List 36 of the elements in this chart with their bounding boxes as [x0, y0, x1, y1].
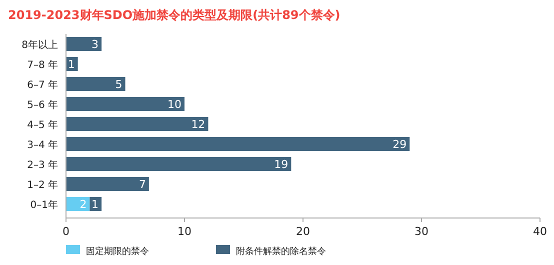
x-tick-label: 0	[62, 225, 70, 238]
data-label: 1	[92, 198, 99, 211]
y-tick-label: 0–1年	[30, 199, 58, 211]
bar	[66, 157, 292, 171]
legend-label: 附条件解禁的除名禁令	[236, 246, 326, 257]
bar	[66, 177, 149, 191]
legend-label: 固定期限的禁令	[86, 246, 149, 257]
y-tick-label: 4–5 年	[27, 119, 58, 131]
data-label: 3	[92, 38, 99, 51]
y-tick-label: 7–8 年	[27, 59, 58, 71]
x-tick-label: 40	[533, 225, 547, 238]
y-tick-label: 6–7 年	[27, 79, 58, 91]
bar	[66, 97, 184, 111]
bar	[66, 137, 410, 151]
bar	[66, 117, 208, 131]
data-label: 5	[115, 78, 122, 91]
x-tick-label: 10	[178, 225, 192, 238]
x-tick-label: 30	[414, 225, 428, 238]
bar	[90, 197, 102, 211]
bar	[66, 37, 102, 51]
data-label: 19	[274, 158, 288, 171]
data-label: 1	[68, 58, 75, 71]
y-tick-label: 8年以上	[22, 39, 58, 51]
bar	[66, 197, 90, 211]
data-label: 7	[138, 178, 146, 191]
x-tick-label: 20	[296, 225, 310, 238]
y-tick-label: 1–2 年	[27, 179, 58, 191]
data-label: 29	[392, 138, 407, 151]
y-tick-label: 5–6 年	[27, 99, 58, 111]
y-tick-label: 3–4 年	[27, 139, 58, 151]
data-label: 2	[80, 198, 87, 211]
bar	[66, 77, 126, 91]
y-tick-label: 2–3 年	[27, 159, 58, 171]
data-label: 12	[191, 118, 206, 131]
chart-title: 2019-2023财年SDO施加禁令的类型及期限(共计89个禁令)	[8, 8, 340, 22]
data-label: 10	[168, 98, 182, 111]
